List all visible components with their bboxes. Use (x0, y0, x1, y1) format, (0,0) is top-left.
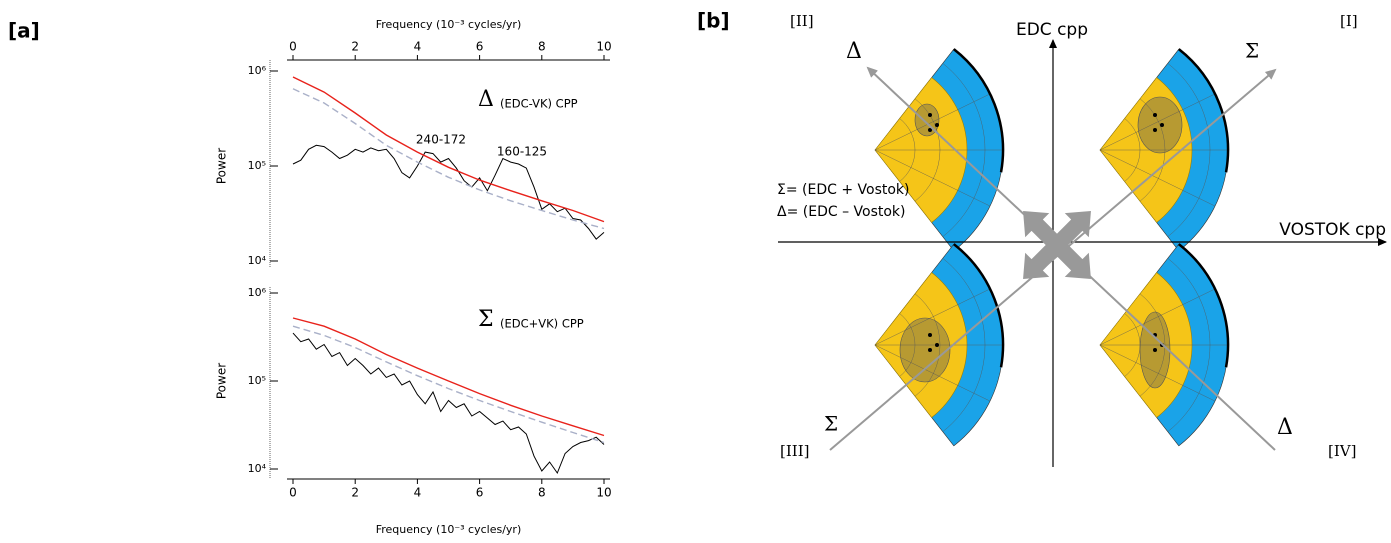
x-tick-label: 6 (476, 486, 484, 500)
map-region (899, 317, 951, 383)
x-axis-label: VOSTOK cpp (1279, 220, 1386, 240)
map-edge (953, 243, 1005, 368)
y-axis-label: EDC cpp (1016, 20, 1088, 40)
map-site (1160, 123, 1164, 127)
map-site (1153, 348, 1157, 352)
map-site (928, 128, 932, 132)
x-tick-label: 6 (476, 40, 484, 54)
y-tick-label: 10⁶ (248, 286, 267, 299)
x-tick-label: 0 (289, 486, 297, 500)
y-axis-label: Power (215, 363, 229, 399)
map-site (1153, 128, 1157, 132)
annotation: 240-172 (416, 133, 466, 147)
quadrant-label: [II] (790, 12, 814, 30)
series-line (292, 76, 605, 223)
y-tick-label: 10⁵ (248, 374, 266, 387)
map-grid (1099, 288, 1216, 346)
center-cross (1023, 211, 1091, 279)
map-site (928, 348, 932, 352)
series-symbol: Δ (478, 87, 494, 112)
x-axis-label: Frequency (10⁻³ cycles/yr) (376, 523, 522, 536)
quadrant-label: [I] (1340, 12, 1358, 30)
legend-text: Σ= (EDC + Vostok) (777, 182, 910, 198)
series-line (292, 325, 605, 444)
x-tick-label: 10 (596, 40, 611, 54)
x-axis-label: Frequency (10⁻³ cycles/yr) (376, 18, 522, 31)
series-line (292, 88, 605, 230)
map-site (1153, 113, 1157, 117)
map-site (935, 123, 939, 127)
annotation: 160-125 (497, 145, 547, 159)
panel-label: [a] (8, 19, 40, 43)
map-grid (874, 344, 991, 402)
map-edge (1178, 48, 1230, 173)
map-grid (1099, 344, 1216, 402)
x-tick-label: 2 (351, 40, 359, 54)
quadrant-label: [IV] (1328, 442, 1356, 460)
y-tick-label: 10⁴ (248, 254, 267, 267)
y-tick-label: 10⁴ (248, 462, 267, 475)
series-caption: (EDC+VK) CPP (500, 317, 584, 331)
map-edge (953, 48, 1005, 173)
x-tick-label: 8 (538, 40, 546, 54)
panel-label: [b] (697, 9, 730, 33)
arrow-label: Σ (824, 412, 838, 436)
map-edge (1178, 243, 1230, 368)
arrow-label: Σ (1245, 39, 1259, 63)
quadrant-label: [III] (780, 442, 809, 460)
map-site (928, 333, 932, 337)
map-grid (874, 288, 991, 346)
x-tick-label: 4 (414, 40, 422, 54)
map-grid (874, 149, 991, 207)
series-line (292, 332, 605, 475)
y-axis-label: Power (215, 148, 229, 184)
series-symbol: Σ (478, 307, 494, 332)
map-grid (874, 93, 991, 151)
x-tick-label: 4 (414, 486, 422, 500)
legend-text: Δ= (EDC – Vostok) (777, 204, 906, 220)
arrow-label: Δ (1277, 415, 1293, 440)
x-tick-label: 10 (596, 486, 611, 500)
map-grid (1099, 149, 1216, 207)
y-tick-label: 10⁶ (248, 64, 267, 77)
series-caption: (EDC-VK) CPP (500, 97, 578, 111)
x-tick-label: 2 (351, 486, 359, 500)
x-tick-label: 0 (289, 40, 297, 54)
arrow-label: Δ (846, 39, 862, 64)
x-tick-label: 8 (538, 486, 546, 500)
y-tick-label: 10⁵ (248, 159, 266, 172)
map-grid (1099, 93, 1216, 151)
map-site (928, 113, 932, 117)
series-line (292, 317, 605, 437)
map-site (935, 343, 939, 347)
series-line (292, 144, 605, 240)
